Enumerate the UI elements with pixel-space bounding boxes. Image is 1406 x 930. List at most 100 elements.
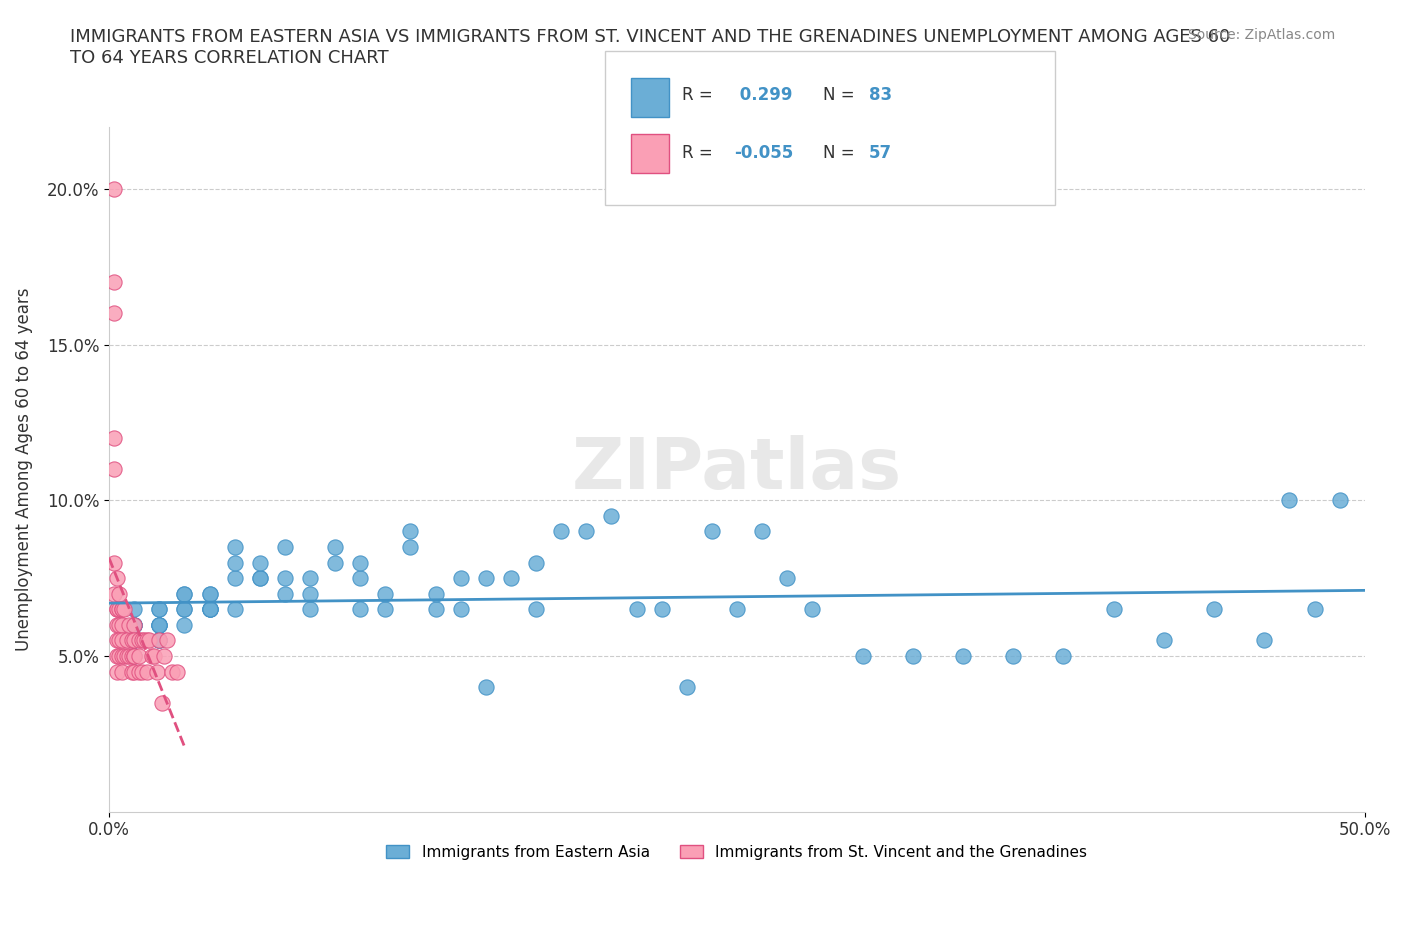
Point bbox=[122, 648, 145, 663]
Point bbox=[299, 602, 322, 617]
Point bbox=[299, 571, 322, 586]
Text: Source: ZipAtlas.com: Source: ZipAtlas.com bbox=[1188, 28, 1336, 42]
Point bbox=[103, 461, 125, 476]
Point bbox=[128, 633, 150, 648]
Point bbox=[450, 602, 472, 617]
Point bbox=[148, 618, 170, 632]
Point bbox=[776, 571, 799, 586]
Point bbox=[323, 539, 346, 554]
Point bbox=[103, 431, 125, 445]
Point bbox=[148, 618, 170, 632]
Point bbox=[103, 586, 125, 601]
Point bbox=[1153, 633, 1175, 648]
Point bbox=[575, 524, 598, 538]
Point bbox=[1204, 602, 1226, 617]
Point bbox=[105, 571, 128, 586]
Text: 57: 57 bbox=[869, 144, 891, 163]
Point bbox=[148, 618, 170, 632]
Point bbox=[121, 648, 143, 663]
Point bbox=[108, 618, 131, 632]
Point bbox=[131, 633, 153, 648]
Point bbox=[374, 602, 396, 617]
Point bbox=[274, 539, 297, 554]
Point bbox=[374, 586, 396, 601]
Point bbox=[108, 633, 131, 648]
Point bbox=[1329, 493, 1351, 508]
Point bbox=[224, 602, 246, 617]
Point bbox=[143, 648, 166, 663]
Point bbox=[111, 602, 134, 617]
Point bbox=[115, 633, 138, 648]
Point bbox=[138, 633, 160, 648]
Point bbox=[148, 633, 170, 648]
Text: ZIPatlas: ZIPatlas bbox=[572, 434, 903, 504]
Point bbox=[249, 555, 271, 570]
Legend: Immigrants from Eastern Asia, Immigrants from St. Vincent and the Grenadines: Immigrants from Eastern Asia, Immigrants… bbox=[381, 839, 1094, 866]
Point bbox=[121, 664, 143, 679]
Point bbox=[118, 648, 141, 663]
Point bbox=[166, 664, 188, 679]
Point bbox=[103, 306, 125, 321]
Point bbox=[626, 602, 648, 617]
Point bbox=[425, 602, 447, 617]
Point bbox=[148, 618, 170, 632]
Point bbox=[1102, 602, 1125, 617]
Point bbox=[111, 618, 134, 632]
Point bbox=[118, 618, 141, 632]
Point bbox=[122, 618, 145, 632]
Point bbox=[122, 648, 145, 663]
Point bbox=[105, 633, 128, 648]
Point bbox=[550, 524, 572, 538]
Point bbox=[1253, 633, 1275, 648]
Point bbox=[173, 586, 195, 601]
Point bbox=[150, 696, 173, 711]
Point bbox=[1278, 493, 1301, 508]
Point bbox=[274, 571, 297, 586]
Text: IMMIGRANTS FROM EASTERN ASIA VS IMMIGRANTS FROM ST. VINCENT AND THE GRENADINES U: IMMIGRANTS FROM EASTERN ASIA VS IMMIGRAN… bbox=[70, 28, 1230, 67]
Point bbox=[651, 602, 673, 617]
Point bbox=[122, 648, 145, 663]
Point bbox=[111, 648, 134, 663]
Point bbox=[160, 664, 183, 679]
Point bbox=[148, 633, 170, 648]
Text: N =: N = bbox=[823, 86, 859, 104]
Point bbox=[224, 571, 246, 586]
Point bbox=[198, 602, 221, 617]
Point bbox=[122, 633, 145, 648]
Point bbox=[103, 181, 125, 196]
Point bbox=[198, 602, 221, 617]
Point bbox=[122, 633, 145, 648]
Text: -0.055: -0.055 bbox=[734, 144, 793, 163]
Point bbox=[274, 586, 297, 601]
Point bbox=[111, 602, 134, 617]
Point bbox=[108, 602, 131, 617]
Point bbox=[725, 602, 748, 617]
Point bbox=[105, 664, 128, 679]
Point bbox=[249, 571, 271, 586]
Point bbox=[108, 586, 131, 601]
Point bbox=[198, 586, 221, 601]
Point bbox=[141, 648, 163, 663]
Point bbox=[173, 602, 195, 617]
Point bbox=[198, 602, 221, 617]
Point bbox=[115, 648, 138, 663]
Point bbox=[299, 586, 322, 601]
Point bbox=[349, 602, 371, 617]
Text: 0.299: 0.299 bbox=[734, 86, 793, 104]
Point bbox=[700, 524, 723, 538]
Point bbox=[103, 555, 125, 570]
Point bbox=[112, 648, 135, 663]
Point bbox=[111, 664, 134, 679]
Point bbox=[349, 571, 371, 586]
Point bbox=[173, 602, 195, 617]
Point bbox=[399, 539, 422, 554]
Point bbox=[675, 680, 697, 695]
Y-axis label: Unemployment Among Ages 60 to 64 years: Unemployment Among Ages 60 to 64 years bbox=[15, 287, 32, 651]
Point bbox=[105, 618, 128, 632]
Point bbox=[148, 633, 170, 648]
Point bbox=[1052, 648, 1074, 663]
Point bbox=[156, 633, 179, 648]
Point bbox=[524, 602, 547, 617]
Text: 83: 83 bbox=[869, 86, 891, 104]
Point bbox=[249, 571, 271, 586]
